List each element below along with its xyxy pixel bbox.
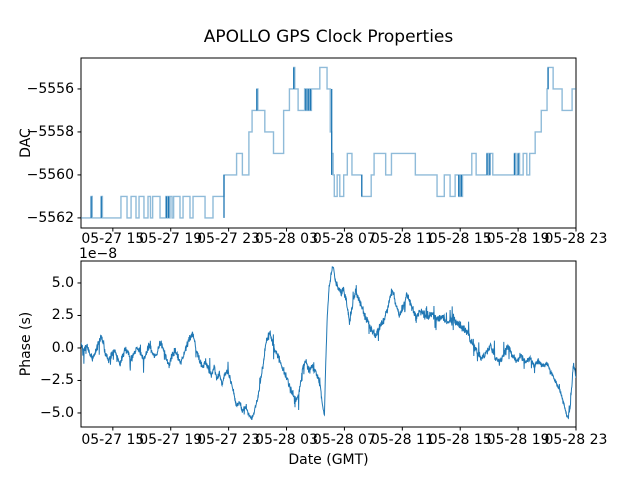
dac-y-tick-label: −5556 xyxy=(26,80,74,97)
x-tick-label-bottom: 05-28 03 xyxy=(255,432,318,448)
dac-y-tick-label: −5558 xyxy=(26,123,74,140)
phase-series-line xyxy=(81,266,576,421)
y-offset-text: 1e−8 xyxy=(79,246,118,262)
x-tick-label-top: 05-28 07 xyxy=(312,231,376,247)
x-tick-label-bottom: 05-28 07 xyxy=(312,432,376,448)
phase-y-tick-label: 5.0 xyxy=(51,274,74,291)
x-tick-label-bottom: 05-27 15 xyxy=(81,432,145,448)
x-tick-label-top: 05-28 19 xyxy=(486,231,550,247)
phase-y-tick-label: 2.5 xyxy=(51,307,74,324)
x-tick-label-top: 05-28 03 xyxy=(255,231,318,247)
x-tick-label-top: 05-27 23 xyxy=(197,231,261,247)
dac-axes-frame xyxy=(80,57,577,229)
dac-y-tick-label: −5562 xyxy=(26,209,74,226)
phase-axes-frame xyxy=(80,260,577,428)
x-axis-label: Date (GMT) xyxy=(288,452,369,468)
x-tick-label-top: 05-27 15 xyxy=(81,231,145,247)
phase-y-tick-label: −2.5 xyxy=(40,372,74,389)
x-tick-label-bottom: 05-27 23 xyxy=(197,432,261,448)
phase-y-tick-label: −5.0 xyxy=(40,404,74,421)
x-tick-label-top: 05-28 23 xyxy=(544,231,608,247)
x-tick-label-bottom: 05-27 19 xyxy=(139,432,203,448)
x-tick-label-bottom: 05-28 11 xyxy=(370,432,434,448)
x-tick-label-top: 05-28 15 xyxy=(428,231,492,247)
x-tick-label-bottom: 05-28 23 xyxy=(544,432,608,448)
x-tick-label-top: 05-27 19 xyxy=(139,231,203,247)
x-tick-label-top: 05-28 11 xyxy=(370,231,434,247)
x-tick-label-bottom: 05-28 15 xyxy=(428,432,492,448)
phase-y-tick-label: 0.0 xyxy=(51,339,74,356)
chart-title: APOLLO GPS Clock Properties xyxy=(203,27,454,47)
x-tick-label-bottom: 05-28 19 xyxy=(486,432,550,448)
dac-y-tick-label: −5560 xyxy=(26,166,74,183)
dac-series-line xyxy=(81,66,576,219)
